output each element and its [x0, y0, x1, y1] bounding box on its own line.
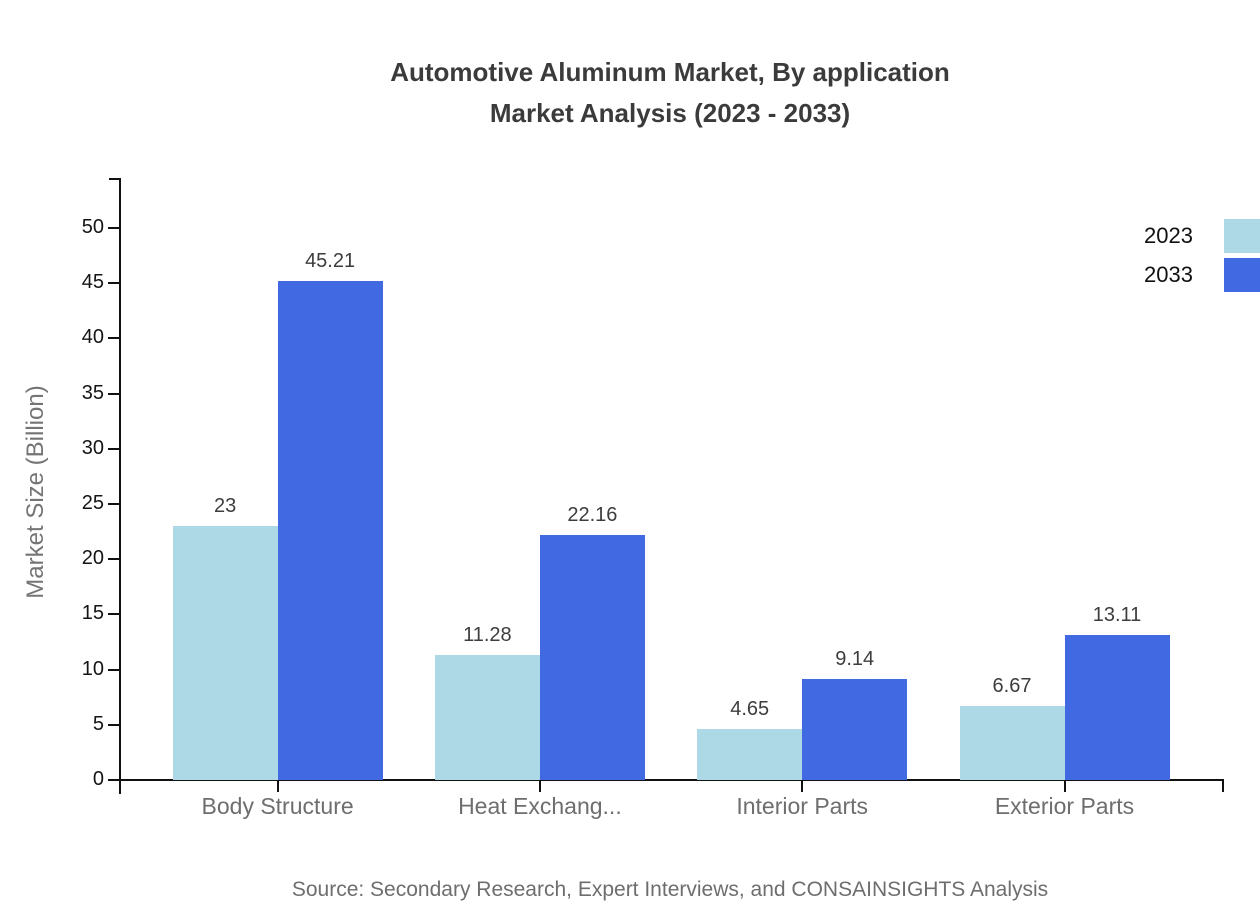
value-label: 9.14 [835, 648, 875, 671]
bar-2033-1 [277, 280, 383, 780]
legend-swatch [1224, 258, 1260, 292]
y-tick-mark [108, 392, 119, 395]
y-tick-label: 20 [81, 547, 104, 570]
x-tick-mark [276, 780, 279, 792]
category-label: Body Structure [201, 793, 354, 819]
y-tick-label: 5 [92, 712, 104, 735]
y-axis-end-cap [109, 178, 121, 180]
y-tick-mark [108, 227, 119, 229]
y-tick-mark [108, 613, 119, 616]
value-label: 22.16 [567, 504, 618, 527]
x-tick-mark [801, 780, 804, 792]
legend-item-2023: 2023 [1144, 219, 1260, 253]
value-label: 45.21 [305, 249, 356, 272]
y-tick-label: 35 [81, 381, 104, 404]
x-tick-mark [538, 780, 541, 792]
y-tick-mark [108, 668, 119, 671]
category-label: Heat Exchang... [458, 793, 622, 819]
y-tick-label: 40 [81, 326, 104, 349]
y-tick-mark [108, 503, 119, 505]
legend: 2023 2033 [1144, 219, 1260, 297]
y-tick-label: 10 [81, 657, 104, 680]
y-tick-label: 25 [81, 492, 104, 514]
y-tick-mark [108, 337, 119, 340]
value-label: 11.28 [463, 624, 512, 647]
chart-title-line1: Automotive Aluminum Market, By applicati… [390, 57, 950, 87]
legend-label: 2023 [1144, 223, 1193, 248]
bar-2033-2 [539, 535, 645, 780]
bar-2023-2 [434, 655, 540, 780]
bar-2033-4 [1064, 635, 1170, 780]
bar-2023-4 [959, 706, 1065, 780]
value-label: 6.67 [992, 675, 1032, 698]
y-tick-label: 45 [81, 271, 104, 294]
legend-item-2033: 2033 [1144, 258, 1260, 292]
legend-label: 2033 [1144, 262, 1193, 287]
value-label: 23 [213, 495, 237, 518]
bar-2023-1 [172, 526, 278, 780]
x-axis-line [119, 779, 1224, 781]
bar-2033-3 [802, 679, 908, 780]
y-tick-label: 0 [92, 768, 104, 790]
category-label: Interior Parts [736, 793, 869, 819]
chart-title-line2: Market Analysis (2023 - 2033) [489, 98, 851, 128]
x-tick-mark [1063, 780, 1066, 792]
y-tick-mark [108, 447, 119, 450]
y-tick-mark [108, 558, 119, 561]
y-tick-mark [108, 723, 119, 726]
chart-title: Automotive Aluminum Market, By applicati… [80, 52, 1260, 134]
value-label: 13.11 [1092, 604, 1142, 627]
y-tick-mark [108, 282, 119, 285]
source-note: Source: Secondary Research, Expert Inter… [291, 878, 1049, 901]
y-tick-label: 15 [81, 602, 104, 625]
y-tick-label: 50 [81, 216, 104, 238]
x-axis-end-cap [1222, 779, 1224, 792]
y-axis-line [119, 178, 121, 794]
legend-swatch [1224, 219, 1260, 253]
value-label: 4.65 [730, 697, 770, 720]
category-label: Exterior Parts [994, 793, 1135, 819]
bar-2023-3 [697, 728, 803, 780]
y-tick-mark [108, 779, 119, 781]
y-tick-label: 30 [81, 436, 104, 459]
